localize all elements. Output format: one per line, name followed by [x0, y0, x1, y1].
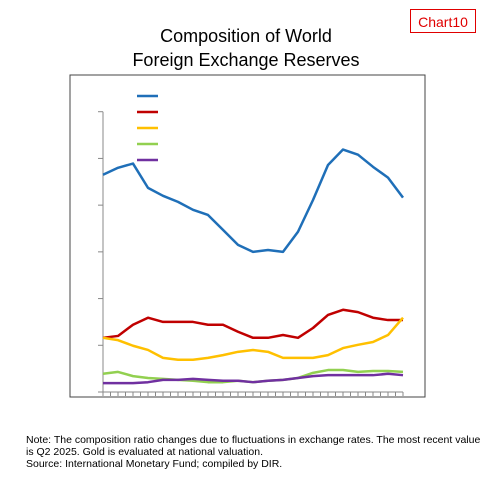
chart-badge: Chart10	[410, 9, 476, 33]
source-line: Source: International Monetary Fund; com…	[26, 458, 283, 470]
series-line	[102, 316, 404, 362]
plot-frame	[69, 74, 426, 398]
note-line: Note: The composition ratio changes due …	[26, 434, 481, 458]
series-line	[102, 148, 405, 254]
series-line	[103, 372, 404, 385]
series-line	[102, 308, 403, 340]
chart: Composition of World Foreign Exchange Res…	[69, 26, 426, 398]
note: Note: The composition ratio changes due …	[26, 434, 486, 470]
chart-title: Composition of World Foreign Exchange Res…	[132, 26, 359, 70]
